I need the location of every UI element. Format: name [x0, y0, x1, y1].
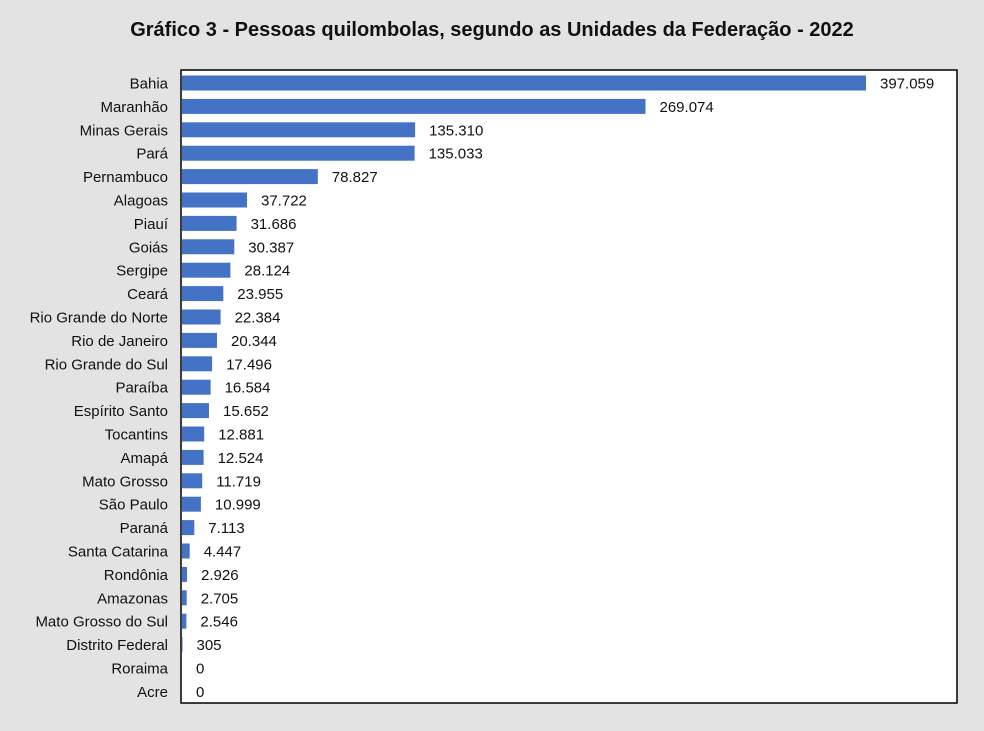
data-label: 20.344 [231, 333, 277, 350]
data-label: 10.999 [215, 497, 261, 514]
data-label: 78.827 [332, 169, 378, 186]
category-labels-layer: Bahia Maranhão Minas Gerais Pará Pernambuco A… [30, 76, 169, 701]
category-label: Maranhão [100, 99, 168, 116]
category-label: Rio Grande do Norte [30, 310, 168, 327]
bar [182, 543, 190, 559]
data-label: 28.124 [244, 263, 290, 280]
data-label: 17.496 [226, 356, 272, 373]
data-label: 135.310 [429, 122, 483, 139]
category-label: Acre [137, 684, 168, 701]
category-label: Santa Catarina [68, 544, 169, 561]
category-label: Paraíba [115, 380, 168, 397]
category-label: Pernambuco [83, 169, 168, 186]
bar [182, 566, 187, 582]
data-label: 23.955 [237, 286, 283, 303]
bar [182, 449, 204, 465]
category-label: Sergipe [116, 263, 168, 280]
data-label: 37.722 [261, 193, 307, 210]
bar [182, 520, 195, 536]
category-label: Mato Grosso [82, 473, 168, 490]
category-label: Rio de Janeiro [71, 333, 168, 350]
bar [182, 332, 217, 348]
bar [182, 356, 213, 372]
data-label: 305 [197, 637, 222, 654]
value-labels-layer: 397.059 269.074 135.310 135.033 78.827 37.722… [196, 76, 934, 701]
data-label: 7.113 [208, 520, 244, 537]
chart-title: Gráfico 3 - Pessoas quilombolas, segundo… [130, 19, 854, 41]
category-label: Pará [136, 146, 168, 163]
bar [182, 98, 646, 114]
category-label: Roraima [111, 661, 168, 678]
category-label: Minas Gerais [80, 122, 168, 139]
data-label: 0 [196, 661, 204, 678]
bar [182, 286, 224, 302]
bars-layer [182, 75, 866, 653]
data-label: 0 [196, 684, 204, 701]
category-label: Tocantins [105, 427, 168, 444]
data-label: 12.881 [218, 427, 264, 444]
bar [182, 403, 209, 419]
category-label: Rio Grande do Sul [45, 356, 168, 373]
data-label: 22.384 [235, 310, 281, 327]
data-label: 4.447 [204, 544, 242, 561]
bar [182, 215, 237, 231]
bar [182, 192, 247, 208]
category-label: Bahia [130, 76, 169, 93]
bar [182, 145, 415, 161]
data-label: 16.584 [225, 380, 271, 397]
category-label: Distrito Federal [66, 637, 168, 654]
category-label: Goiás [129, 239, 168, 256]
bar [182, 590, 187, 606]
plot-area [180, 69, 958, 704]
data-label: 31.686 [251, 216, 297, 233]
category-label: Ceará [127, 286, 169, 303]
data-label: 2.926 [201, 567, 239, 584]
category-label: Paraná [120, 520, 169, 537]
data-label: 12.524 [218, 450, 264, 467]
data-label: 135.033 [429, 146, 483, 163]
bar [182, 496, 201, 512]
bar [182, 122, 416, 138]
bar [182, 473, 203, 489]
data-label: 397.059 [880, 76, 934, 93]
category-label: Piauí [134, 216, 169, 233]
data-label: 269.074 [660, 99, 714, 116]
category-label: Mato Grosso do Sul [35, 614, 168, 631]
data-label: 15.652 [223, 403, 269, 420]
bar [182, 613, 187, 629]
bar [182, 426, 205, 442]
bar [182, 169, 318, 185]
data-label: 2.705 [201, 590, 239, 607]
category-label: Amapá [120, 450, 168, 467]
bar [182, 309, 221, 325]
data-label: 11.719 [216, 473, 261, 490]
bar [182, 75, 866, 91]
category-label: Amazonas [97, 590, 168, 607]
bar [182, 239, 235, 255]
bar [182, 637, 183, 653]
category-label: São Paulo [99, 497, 168, 514]
bar [182, 379, 211, 395]
category-label: Espírito Santo [74, 403, 168, 420]
category-label: Rondônia [104, 567, 169, 584]
data-label: 2.546 [200, 614, 238, 631]
data-label: 30.387 [248, 239, 294, 256]
bar [182, 262, 231, 278]
category-label: Alagoas [114, 193, 168, 210]
